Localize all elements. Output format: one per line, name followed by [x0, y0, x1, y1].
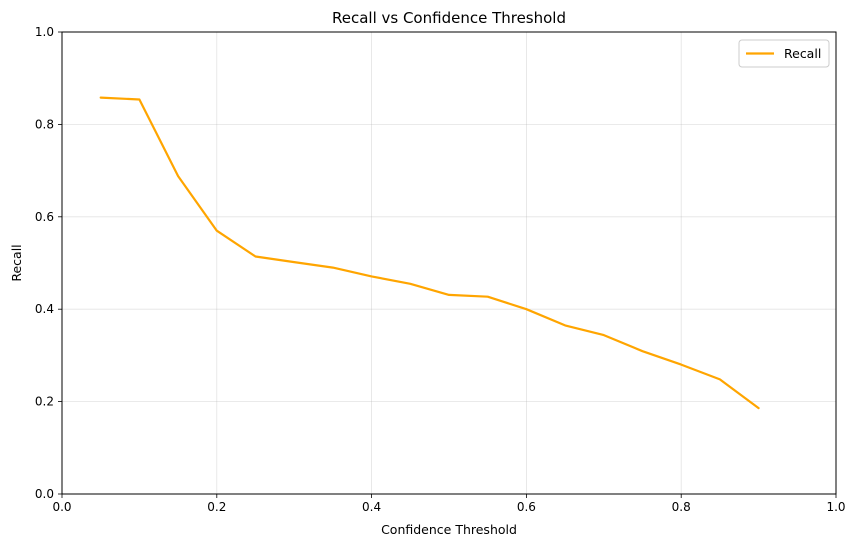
y-axis-label: Recall: [9, 244, 24, 281]
axis-ticks: 0.0 0.2 0.4 0.6 0.8 1.0 0.0 0.2 0.4 0.6 0.8 1.0: [35, 25, 846, 514]
x-tick-label: 0.6: [517, 500, 536, 514]
x-tick-label: 0.8: [672, 500, 691, 514]
series-layer: [99, 96, 760, 410]
legend-box: [738, 39, 830, 68]
x-axis-label: Confidence Threshold: [381, 522, 517, 537]
plot-frame: [61, 31, 837, 495]
legend: Recall: [738, 39, 830, 68]
x-tick-label: 1.0: [826, 500, 845, 514]
x-tick-label: 0.0: [52, 500, 71, 514]
series-line-recall: [99, 96, 760, 410]
x-tick-label: 0.4: [362, 500, 381, 514]
y-tick-label: 0.4: [35, 302, 54, 316]
chart-title: Recall vs Confidence Threshold: [332, 9, 566, 27]
y-tick-label: 0.6: [35, 210, 54, 224]
y-tick-label: 1.0: [35, 25, 54, 39]
y-tick-label: 0.2: [35, 395, 54, 409]
x-tick-label: 0.2: [207, 500, 226, 514]
y-tick-label: 0.8: [35, 117, 54, 131]
y-tick-label: 0.0: [35, 487, 54, 501]
legend-label: Recall: [784, 46, 821, 61]
